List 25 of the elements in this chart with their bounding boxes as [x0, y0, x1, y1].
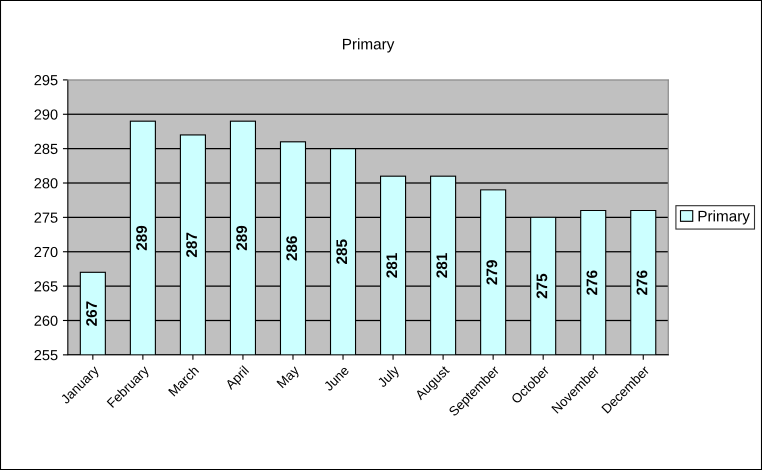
- y-tick-label: 255: [34, 350, 58, 360]
- data-label: 276: [586, 270, 598, 295]
- data-label: 285: [336, 239, 348, 264]
- legend-label: Primary: [698, 210, 750, 224]
- y-tick-label: 295: [34, 75, 58, 86]
- y-tick-label: 265: [34, 281, 58, 292]
- y-tick-label: 275: [34, 212, 58, 223]
- data-label: 279: [486, 260, 498, 285]
- data-label: 281: [386, 253, 398, 278]
- data-label: 275: [536, 274, 548, 298]
- data-label: 267: [86, 302, 97, 326]
- x-tick-label: May: [276, 364, 302, 390]
- data-label: 289: [236, 226, 248, 250]
- data-label: 286: [286, 236, 298, 261]
- y-tick-label: 280: [34, 178, 58, 188]
- data-label: 276: [636, 270, 648, 295]
- data-label: 281: [436, 253, 448, 278]
- y-tick-label: 260: [34, 316, 58, 326]
- y-tick-label: 290: [34, 109, 58, 120]
- x-tick-label: July: [376, 364, 402, 390]
- data-label: 287: [186, 232, 198, 258]
- data-label: 289: [136, 226, 147, 250]
- y-tick-label: 285: [34, 144, 58, 154]
- y-tick-label: 270: [34, 246, 58, 258]
- chart-title: Primary: [342, 38, 394, 53]
